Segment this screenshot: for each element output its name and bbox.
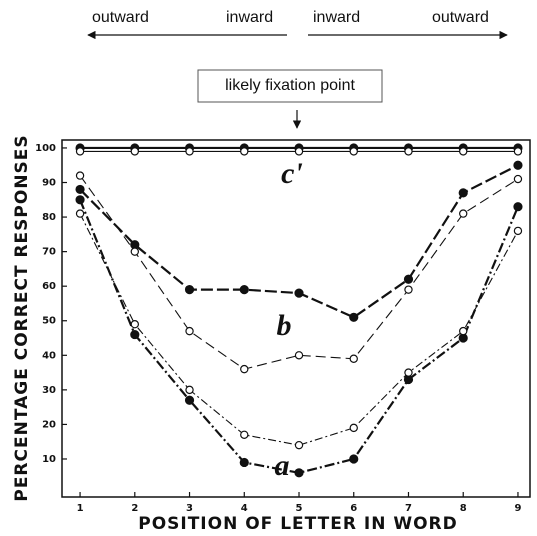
data-point [404,368,413,377]
data-point [75,147,85,156]
callout-box [197,69,383,103]
x-tick-label: 1 [77,503,84,514]
data-point [294,147,304,156]
data-point [239,457,249,468]
data-point [184,395,195,405]
y-tick-label: 100 [35,143,56,154]
x-tick-label: 9 [514,503,521,514]
y-tick-label: 90 [42,178,56,189]
data-point [404,285,413,294]
data-point [513,160,523,170]
x-tick-label: 5 [296,503,303,514]
data-point [349,454,359,464]
data-point [349,312,359,322]
y-tick-label: 80 [42,212,56,223]
direction-label: outward [432,9,489,26]
data-point [458,188,468,198]
data-point [75,184,85,195]
x-tick-label: 6 [350,503,357,514]
data-point [349,354,358,363]
data-point [240,147,249,156]
data-point [349,423,358,433]
data-point [294,288,304,298]
data-point [185,385,194,395]
direction-label: inward [226,9,273,26]
y-tick-label: 30 [42,385,56,396]
data-point [459,326,468,336]
y-tick-label: 60 [42,281,56,292]
data-point [240,364,249,374]
curve-label: c' [281,157,303,190]
data-point [184,285,195,295]
direction-label: inward [313,9,360,26]
x-tick-label: 3 [186,503,193,514]
series-line [79,175,519,370]
data-point [75,195,85,205]
data-point [130,147,139,156]
x-tick-label: 7 [405,503,412,514]
y-tick-label: 70 [42,247,56,258]
data-point [513,202,523,212]
y-tick-label: 20 [42,419,56,430]
x-tick-label: 8 [460,503,467,514]
data-point [75,171,85,180]
data-point [459,209,468,218]
data-point [239,285,249,295]
plot-frame [61,139,531,498]
x-tick-label: 2 [131,503,138,514]
data-point [130,329,140,340]
data-point [75,209,85,218]
y-tick-label: 10 [42,454,56,465]
y-tick-label: 50 [42,316,56,327]
data-point [404,147,413,156]
data-point [513,226,523,236]
data-point [130,320,139,329]
series-line [79,213,519,446]
x-tick-label: 4 [241,503,248,514]
data-point [185,326,194,336]
data-point [403,274,414,284]
data-point [459,147,468,156]
curve-label: b [277,309,292,342]
series-line [79,199,519,474]
data-point [294,468,304,478]
y-tick-label: 40 [42,350,56,361]
data-point [513,147,523,156]
data-point [130,247,139,256]
direction-label: outward [92,9,149,26]
data-point [240,430,249,439]
callout-text: likely fixation point [225,77,355,94]
data-point [294,440,304,450]
data-point [185,147,194,156]
data-point [294,351,304,360]
curve-label: a [275,449,290,482]
data-point [349,147,358,156]
x-axis-label: POSITION OF LETTER IN WORD [138,514,458,534]
y-axis-label: PERCENTAGE CORRECT RESPONSES [12,134,32,501]
data-point [513,174,523,184]
